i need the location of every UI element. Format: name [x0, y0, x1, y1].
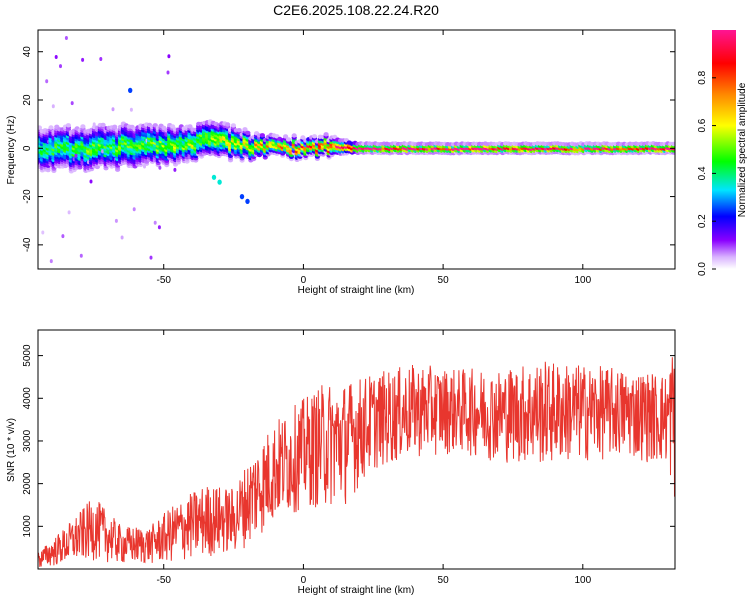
snr-x-ticks: -50 0 50 100 — [156, 330, 592, 586]
spectrogram-cell — [89, 179, 93, 184]
spectrogram-feature — [128, 87, 133, 93]
spectrogram-y-ticks: -40 -20 0 20 40 — [22, 46, 675, 252]
snr-x-tick-label: -50 — [156, 575, 171, 586]
colorbar-tick-label: 0.6 — [697, 118, 708, 132]
spectrogram-cell — [112, 124, 118, 129]
spectrogram-panel: -50 0 50 100 -40 -20 0 20 40 Height of straight… — [6, 29, 676, 296]
spectrogram-cell — [64, 36, 68, 40]
colorbar: 0.0 0.2 0.4 0.6 0.8 Normalized spectral ampl… — [697, 30, 748, 276]
spectrogram-x-tick-label: 100 — [574, 275, 591, 286]
colorbar-tick-label: 0.2 — [697, 214, 708, 228]
colorbar-gradient — [712, 30, 736, 269]
spectrogram-cell — [173, 167, 177, 172]
spectrogram-cells — [38, 36, 675, 264]
spectrogram-cell — [132, 207, 136, 212]
spectrogram-cell — [283, 134, 289, 139]
snr-y-label: SNR (10 * v/v) — [6, 418, 17, 482]
colorbar-ticks: 0.0 0.2 0.4 0.6 0.8 — [697, 70, 716, 276]
spectrogram-cell — [45, 79, 49, 84]
colorbar-tick-label: 0.0 — [697, 262, 708, 276]
spectrogram-cell — [129, 107, 133, 112]
spectrogram-feature — [217, 179, 222, 185]
spectrogram-cell — [101, 149, 105, 154]
spectrogram-y-tick-label: 40 — [22, 46, 33, 58]
spectrogram-cell — [38, 125, 42, 130]
snr-frame — [37, 329, 676, 570]
spectrogram-cell — [67, 210, 71, 215]
spectrogram-cell — [120, 235, 124, 240]
spectrogram-cell — [51, 104, 55, 109]
spectrogram-cell — [291, 133, 297, 138]
spectrogram-cell — [170, 124, 176, 129]
snr-series-line — [38, 357, 675, 567]
spectrogram-x-tick-label: 0 — [301, 275, 307, 286]
spectrogram-y-tick-label: 0 — [22, 145, 33, 151]
snr-panel: -50 0 50 100 1000 2000 3000 4000 5000 Height of… — [6, 329, 676, 596]
spectrogram-cell — [285, 137, 292, 142]
snr-y-tick-label: 4000 — [22, 387, 33, 410]
spectrogram-cell — [187, 124, 193, 129]
spectrogram-cell — [259, 133, 265, 138]
colorbar-tick-label: 0.4 — [697, 166, 708, 180]
spectrogram-cell — [167, 54, 171, 59]
spectrogram-frame — [37, 29, 676, 270]
spectrogram-cell — [41, 230, 45, 235]
spectrogram-cell — [92, 122, 96, 127]
colorbar-label: Normalized spectral amplitude — [737, 82, 748, 217]
spectrogram-cell — [99, 57, 103, 61]
snr-x-tick-label: 100 — [574, 575, 591, 586]
spectrogram-cell — [49, 259, 53, 264]
spectrogram-x-tick-label: -50 — [156, 275, 171, 286]
spectrogram-cell — [114, 218, 118, 223]
spectrogram-cell — [158, 165, 162, 170]
spectrogram-cell — [149, 255, 153, 260]
spectrogram-x-ticks: -50 0 50 100 — [156, 30, 592, 286]
spectrogram-cell — [59, 64, 62, 69]
spectrogram-cell — [74, 153, 78, 158]
spectrogram-y-label: Frequency (Hz) — [6, 116, 17, 185]
colorbar-tick-label: 0.8 — [697, 70, 708, 84]
snr-y-tick-label: 5000 — [22, 344, 33, 367]
spectrogram-cell — [242, 127, 248, 132]
spectrogram-cell — [166, 70, 170, 75]
spectrogram-cell — [236, 128, 242, 133]
spectrogram-cell — [54, 55, 58, 59]
spectrogram-cell — [671, 141, 675, 147]
spectrogram-x-tick-label: 50 — [438, 275, 450, 286]
snr-x-tick-label: 50 — [438, 575, 450, 586]
spectrogram-cell — [111, 107, 115, 112]
snr-x-tick-label: 0 — [301, 575, 307, 586]
spectrogram-feature — [239, 194, 245, 200]
spectrogram-cell — [300, 135, 306, 140]
spectrogram-y-tick-label: 20 — [22, 94, 33, 106]
spectrogram-cell — [48, 125, 54, 130]
spectrogram-cell — [65, 123, 71, 128]
spectrogram-cell — [225, 122, 231, 127]
snr-y-tick-label: 2000 — [22, 472, 33, 495]
snr-y-ticks: 1000 2000 3000 4000 5000 — [22, 344, 675, 537]
spectrogram-cell — [79, 253, 83, 258]
spectrogram-cell — [70, 101, 74, 106]
spectrogram-cell — [80, 124, 86, 129]
spectrogram-cell — [230, 123, 236, 128]
snr-x-label: Height of straight line (km) — [298, 585, 415, 596]
snr-y-tick-label: 3000 — [22, 429, 33, 452]
spectrogram-cell — [323, 132, 329, 137]
spectrogram-cell — [311, 134, 318, 139]
spectrogram-cell — [157, 225, 161, 230]
spectrogram-y-tick-label: -20 — [22, 189, 33, 204]
spectrogram-cell — [61, 234, 65, 239]
figure-title: C2E6.2025.108.22.24.R20 — [273, 2, 439, 18]
spectrogram-cell — [245, 130, 251, 136]
snr-y-tick-label: 1000 — [22, 515, 33, 538]
spectrogram-x-label: Height of straight line (km) — [298, 285, 415, 296]
spectrogram-feature — [211, 174, 217, 180]
spectrogram-y-tick-label: -40 — [22, 237, 33, 252]
spectrogram-cell — [100, 122, 106, 128]
spectrogram-cell — [81, 57, 85, 62]
spectrogram-feature — [245, 198, 250, 204]
spectrogram-cell — [153, 220, 157, 225]
